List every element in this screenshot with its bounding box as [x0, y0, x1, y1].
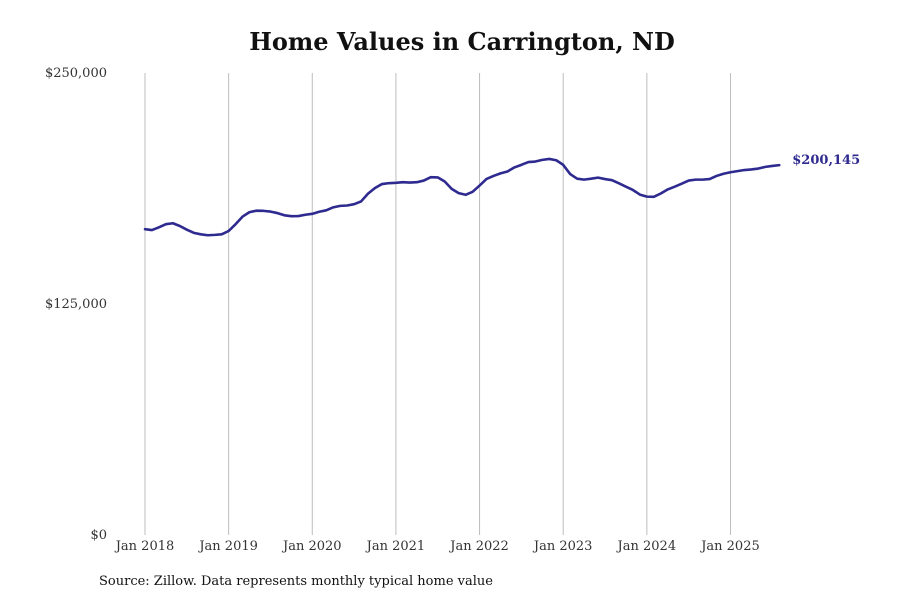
y-tick-label: $250,000 — [45, 66, 107, 81]
x-tick-label: Jan 2023 — [532, 539, 593, 554]
y-tick-label: $125,000 — [45, 297, 107, 312]
end-value-label: $200,145 — [792, 153, 860, 168]
x-tick-label: Jan 2020 — [281, 539, 342, 554]
y-tick-label: $0 — [90, 528, 107, 543]
x-tick-label: Jan 2025 — [699, 539, 760, 554]
x-tick-label: Jan 2018 — [114, 539, 175, 554]
x-tick-label: Jan 2021 — [365, 539, 426, 554]
x-tick-label: Jan 2019 — [197, 539, 258, 554]
chart-title: Home Values in Carrington, ND — [249, 27, 675, 56]
y-axis-ticks: $0 $125,000 $250,000 — [45, 66, 107, 543]
x-axis-ticks: Jan 2018 Jan 2019 Jan 2020 Jan 2021 Jan 2022… — [114, 539, 760, 554]
series-line — [143, 157, 781, 237]
gridlines — [144, 73, 731, 535]
x-tick-label: Jan 2024 — [616, 539, 677, 554]
source-note: Source: Zillow. Data represents monthly … — [99, 574, 493, 589]
x-tick-label: Jan 2022 — [448, 539, 509, 554]
